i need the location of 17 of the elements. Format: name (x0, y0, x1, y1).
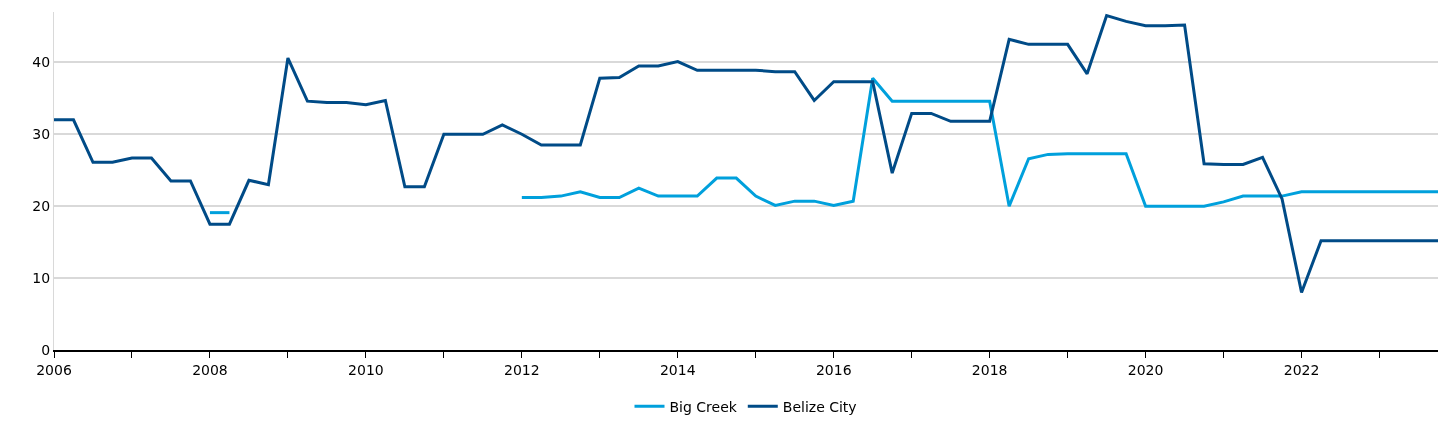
line-series (54, 14, 1438, 294)
x-tick-label: 2006 (36, 361, 72, 378)
y-tick-label: 10 (32, 269, 51, 286)
x-tick-label: 2010 (348, 361, 384, 378)
y-tick-label: 40 (32, 54, 51, 71)
y-tick-label: 30 (32, 126, 51, 143)
x-tick-label: 2016 (815, 361, 852, 378)
x-tick-label: 2014 (659, 361, 696, 378)
x-tick-label: 2020 (1127, 361, 1164, 378)
legend-label: Belize City (782, 398, 857, 415)
x-tick-label: 2018 (971, 361, 1008, 378)
x-tick-label: 2022 (1283, 361, 1320, 378)
legend-label: Big Creek (669, 398, 738, 415)
y-tick-label: 0 (41, 341, 51, 358)
y-tick-label: 20 (32, 198, 51, 215)
x-tick-label: 2012 (504, 361, 540, 378)
x-tick-label: 2008 (192, 361, 228, 378)
